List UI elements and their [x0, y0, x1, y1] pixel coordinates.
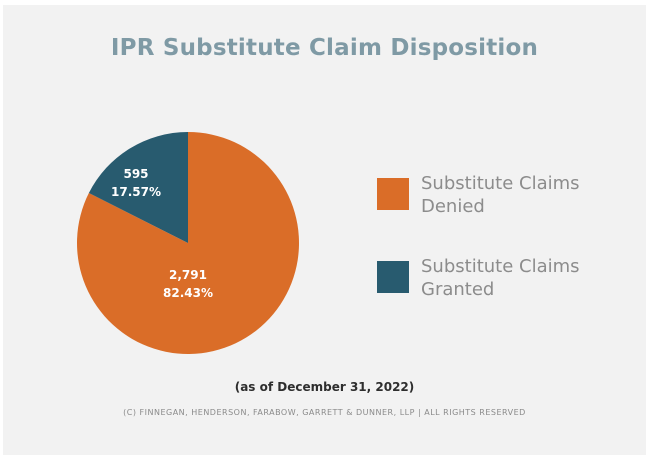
pie-slice-granted	[88, 132, 188, 243]
chart-title: IPR Substitute Claim Disposition	[110, 35, 539, 61]
data-label-denied-value: 2,791	[169, 268, 207, 282]
data-label-granted-percent: 17.57%	[111, 185, 161, 199]
data-label-denied-percent: 82.43%	[163, 286, 213, 300]
pie-chart: 2,791 82.43% 595 17.57%	[77, 132, 300, 354]
legend-label-granted: Substitute Claims Granted	[421, 256, 580, 300]
pie-slices	[77, 132, 300, 354]
slice-label-denied: 2,791 82.43%	[163, 268, 213, 300]
copyright-notice: (C) FINNEGAN, HENDERSON, FARABOW, GARRET…	[123, 408, 526, 417]
chart-card: IPR Substitute Claim Disposition 2,791 8…	[3, 5, 646, 455]
legend-swatch-granted	[377, 261, 409, 293]
pie-slice-denied	[77, 132, 300, 354]
slice-label-granted: 595 17.57%	[111, 167, 161, 199]
as-of-date: (as of December 31, 2022)	[234, 380, 415, 394]
data-label-granted-value: 595	[123, 167, 148, 181]
legend-swatch-denied	[377, 178, 409, 210]
legend-label-denied: Substitute Claims Denied	[421, 173, 580, 217]
